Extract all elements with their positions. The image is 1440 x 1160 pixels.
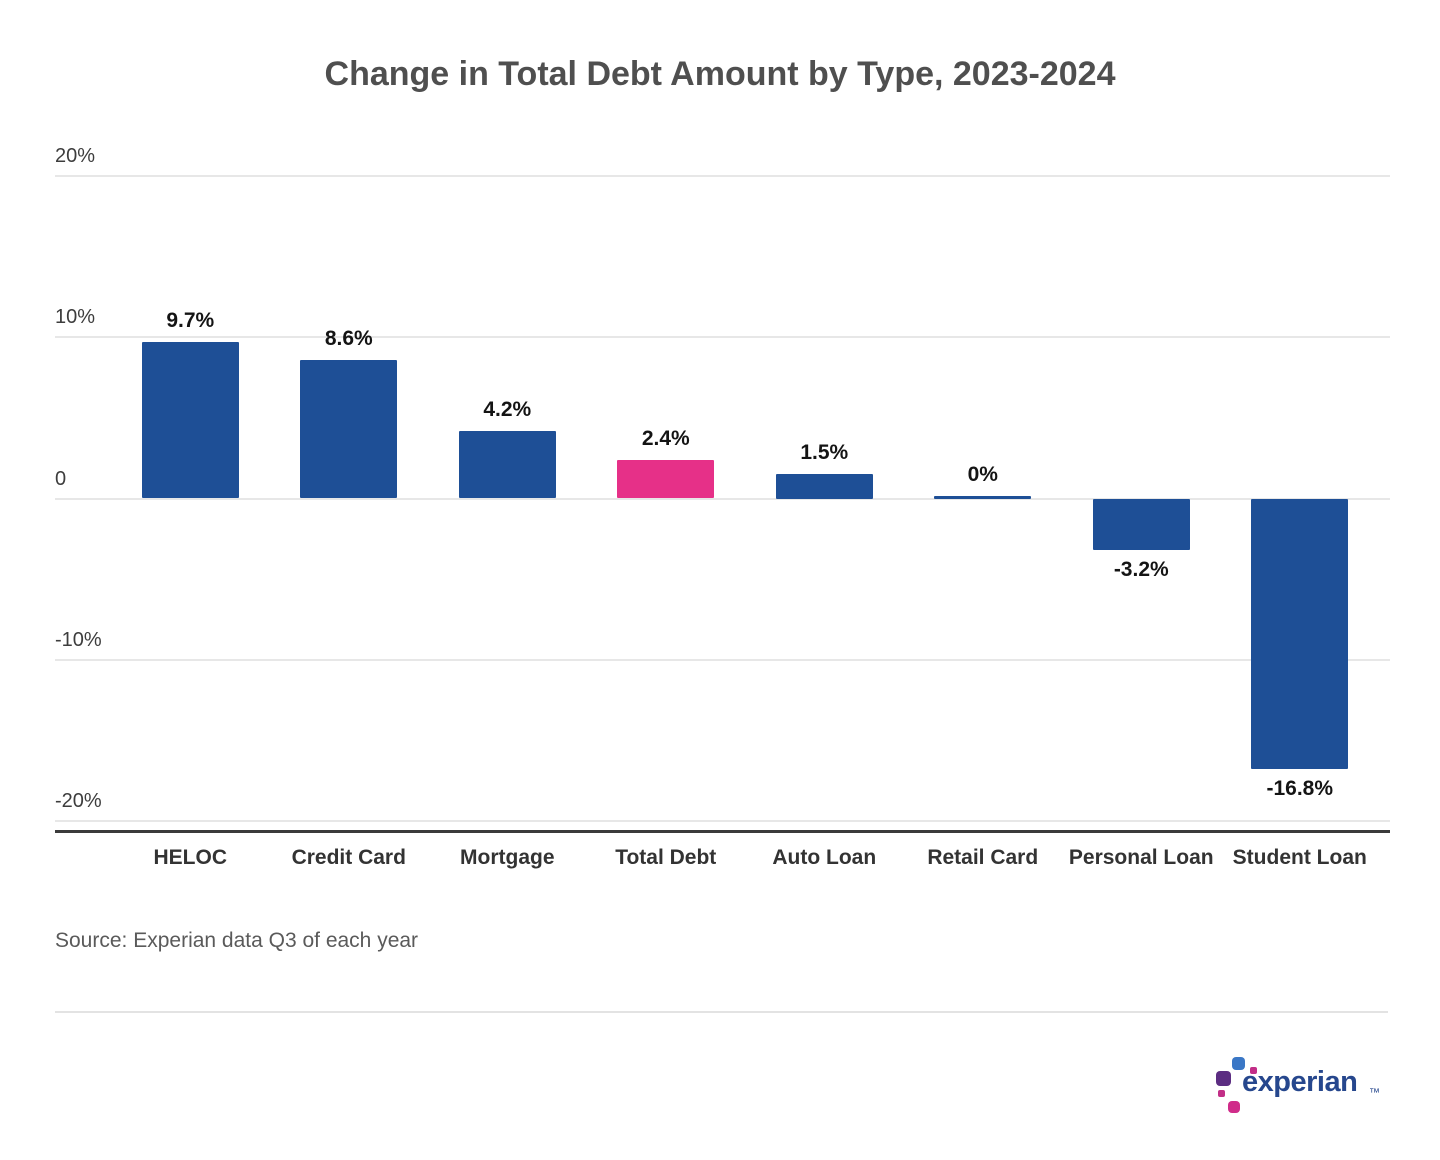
category-labels: HELOC Credit Card Mortgage Total Debt Auto L… [111,842,1379,874]
gridline--10 [55,658,1390,661]
bar-credit-card [300,359,398,499]
logo-wordmark: experian [1242,1066,1358,1098]
category-label-mortgage: Mortgage [460,846,555,869]
bars-container: 9.7% 8.6% 4.2% 2.4% 1.5% 0% -3.2% -16.8% [111,176,1379,821]
category-label-heloc: HELOC [153,846,228,869]
category-label-retail-card: Retail Card [927,846,1039,869]
y-tick-label--10: -10% [55,628,102,651]
bar-slot-student-loan: -16.8% [1221,176,1380,821]
bar-slot-total-debt: 2.4% [587,176,746,821]
experian-logo: experian ™ [1215,1050,1390,1120]
value-label-credit-card: 8.6% [324,326,373,350]
value-label-retail-card: 0% [967,462,998,486]
gridline-0 [55,497,1390,500]
chart-title: Change in Total Debt Amount by Type, 202… [324,55,1116,93]
logo-square-purple-icon [1216,1071,1231,1086]
logo-trademark: ™ [1369,1087,1380,1099]
logo-square-pink-icon [1218,1090,1225,1097]
gridline-20 [55,175,1390,177]
y-tick-label-10: 10% [55,306,96,329]
value-label-student-loan: -16.8% [1266,777,1334,801]
y-tick-label--20: -20% [55,790,102,812]
category-label-auto-loan: Auto Loan [772,846,877,869]
y-tick-label-20: 20% [55,145,96,167]
value-label-mortgage: 4.2% [483,397,532,421]
bar-heloc [141,342,239,499]
x-axis-line [55,830,1390,833]
logo-square-pink-icon [1250,1067,1257,1074]
category-label-credit-card: Credit Card [291,846,406,869]
logo-square-blue-icon [1232,1057,1245,1070]
bar-total-debt [617,459,715,499]
bar-slot-retail-card: 0% [904,176,1063,821]
value-label-total-debt: 2.4% [641,426,690,450]
bar-slot-credit-card: 8.6% [270,176,429,821]
y-tick-label-0: 0 [55,467,67,490]
bar-slot-personal-loan: -3.2% [1062,176,1221,821]
plot-area: 20% 10% 0 -10% -20% 9.7% 8.6% 4.2% 2.4% 1.5% 0% -3… [55,145,1390,822]
category-label-total-debt: Total Debt [615,846,717,869]
bar-personal-loan [1092,498,1190,551]
bar-retail-card [934,495,1032,499]
value-label-heloc: 9.7% [166,309,215,333]
bar-student-loan [1251,498,1349,770]
gridline--20 [55,820,1390,822]
source-note: Source: Experian data Q3 of each year [55,929,419,952]
bar-slot-heloc: 9.7% [111,176,270,821]
value-label-auto-loan: 1.5% [800,441,849,465]
bar-mortgage [458,430,556,499]
logo-square-pink-icon [1228,1101,1240,1113]
category-label-personal-loan: Personal Loan [1068,846,1214,869]
value-label-personal-loan: -3.2% [1113,558,1169,582]
gridline-10 [55,336,1390,339]
bar-slot-mortgage: 4.2% [428,176,587,821]
bar-slot-auto-loan: 1.5% [745,176,904,821]
category-label-student-loan: Student Loan [1232,846,1367,869]
bar-auto-loan [775,474,873,499]
footer-divider [55,1011,1388,1013]
